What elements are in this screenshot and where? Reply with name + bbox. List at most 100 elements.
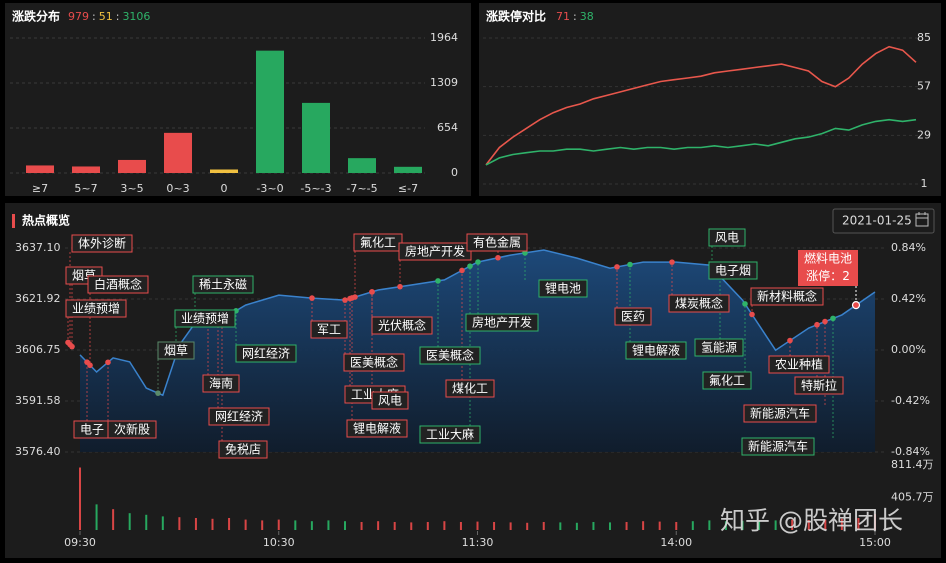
flat-count: 51 bbox=[99, 10, 113, 23]
bar bbox=[210, 169, 238, 173]
volume-bar bbox=[95, 504, 98, 530]
tag-dot bbox=[65, 339, 71, 346]
tag-label: 网红经济 bbox=[242, 346, 290, 361]
panel bbox=[479, 3, 941, 196]
date-picker[interactable] bbox=[832, 208, 935, 234]
tag-box bbox=[65, 299, 127, 318]
tag-dot bbox=[349, 295, 355, 301]
calendar-icon bbox=[915, 212, 929, 227]
tag-dot bbox=[105, 359, 111, 366]
tag-label: 医美概念 bbox=[426, 348, 474, 363]
tag-box bbox=[466, 233, 528, 252]
bar bbox=[348, 158, 376, 173]
tag-dot bbox=[822, 318, 828, 325]
tag-label: 新能源汽车 bbox=[748, 439, 808, 454]
volume-bar bbox=[79, 467, 81, 530]
tag-box bbox=[708, 228, 746, 247]
tag-dot bbox=[155, 390, 161, 396]
tag-label: 医美概念 bbox=[350, 355, 398, 370]
tag-box bbox=[702, 371, 752, 390]
volume-bar bbox=[145, 514, 148, 530]
tag-dot bbox=[397, 283, 403, 290]
volume-bar bbox=[493, 521, 496, 530]
tag-box bbox=[708, 261, 758, 280]
y-tick-label: 654 bbox=[437, 121, 458, 134]
y-tick-label: 3591.58 bbox=[15, 394, 61, 407]
x-tick-label: ≥7 bbox=[32, 182, 48, 195]
volume-bar bbox=[642, 521, 645, 530]
volume-bar bbox=[426, 521, 429, 530]
y-tick-label: 1 bbox=[921, 177, 928, 190]
tag-label: 氢能源 bbox=[701, 340, 737, 355]
tag-dot bbox=[851, 301, 861, 310]
tag-label: 业绩预增 bbox=[72, 302, 120, 316]
volume-bar bbox=[294, 520, 297, 530]
tag-dot bbox=[787, 337, 793, 344]
tag-label: 煤化工 bbox=[452, 382, 488, 396]
tag-dot bbox=[830, 315, 836, 322]
tag-box bbox=[71, 234, 133, 253]
tag-dot bbox=[749, 311, 755, 318]
up-count: 979 bbox=[68, 10, 89, 23]
tag-box bbox=[419, 346, 481, 365]
tag-dot bbox=[475, 259, 481, 265]
volume-bar bbox=[824, 519, 827, 530]
tag-dot bbox=[369, 289, 375, 295]
tag-dot bbox=[69, 343, 75, 350]
tag-label: 白酒概念 bbox=[94, 277, 142, 292]
volume-bar bbox=[194, 517, 197, 530]
tag-box bbox=[371, 391, 409, 410]
y-tick-label: 3576.40 bbox=[15, 445, 61, 458]
volume-bar bbox=[459, 521, 462, 530]
up-count: 71 bbox=[556, 10, 570, 23]
volume-bar bbox=[675, 521, 678, 530]
volume-bar bbox=[592, 521, 595, 530]
panel-title: 涨跌分布 bbox=[12, 9, 60, 24]
y-tick-label: 0 bbox=[451, 166, 458, 179]
tag-dot bbox=[627, 261, 633, 268]
tag-dot bbox=[742, 301, 748, 307]
volume-bar bbox=[476, 521, 479, 530]
volume-tick-label: 405.7万 bbox=[891, 491, 934, 504]
watermark: 知乎 @股禅团长 bbox=[720, 506, 903, 535]
volume-bar bbox=[360, 521, 363, 530]
tag-label: 光伏概念 bbox=[378, 318, 426, 333]
volume-bar bbox=[211, 518, 214, 530]
tag-box bbox=[346, 419, 408, 438]
tooltip-body: 涨停：2 bbox=[806, 268, 850, 283]
volume-bar bbox=[526, 522, 529, 530]
x-tick-label: -5~-3 bbox=[300, 182, 331, 195]
tag-label: 氟化工 bbox=[360, 236, 396, 250]
volume-bar bbox=[741, 520, 744, 530]
volume-bar bbox=[708, 520, 711, 530]
tag-label: 医药 bbox=[621, 310, 645, 324]
volume-bar bbox=[840, 518, 843, 530]
tag-dot bbox=[495, 254, 501, 261]
volume-bar bbox=[261, 520, 264, 530]
x-tick-label: 0 bbox=[221, 182, 228, 195]
volume-bar bbox=[724, 521, 727, 530]
bar bbox=[72, 166, 100, 173]
down-count: 38 bbox=[580, 10, 594, 23]
bar bbox=[256, 50, 284, 173]
tag-label: 锂电解液 bbox=[353, 421, 401, 436]
tag-label: 工业大麻 bbox=[426, 427, 474, 442]
tag-box bbox=[202, 374, 240, 393]
x-tick-label: 15:00 bbox=[859, 536, 891, 549]
y-tick-label: 85 bbox=[917, 31, 931, 44]
y-tick-label: 57 bbox=[917, 80, 931, 93]
bar bbox=[164, 132, 192, 173]
sep: : bbox=[116, 10, 120, 23]
tag-dot bbox=[84, 359, 90, 365]
bar bbox=[118, 159, 146, 173]
counts: 71:38 bbox=[556, 10, 594, 23]
x-tick-label: 5~7 bbox=[74, 182, 97, 195]
volume-bar bbox=[112, 509, 115, 530]
y-tick-label: 3621.92 bbox=[15, 292, 61, 305]
tag-box bbox=[157, 341, 195, 360]
bar bbox=[302, 102, 330, 173]
tag-dot bbox=[814, 321, 820, 328]
tag-label: 烟草 bbox=[164, 344, 188, 358]
tag-box bbox=[538, 279, 588, 298]
